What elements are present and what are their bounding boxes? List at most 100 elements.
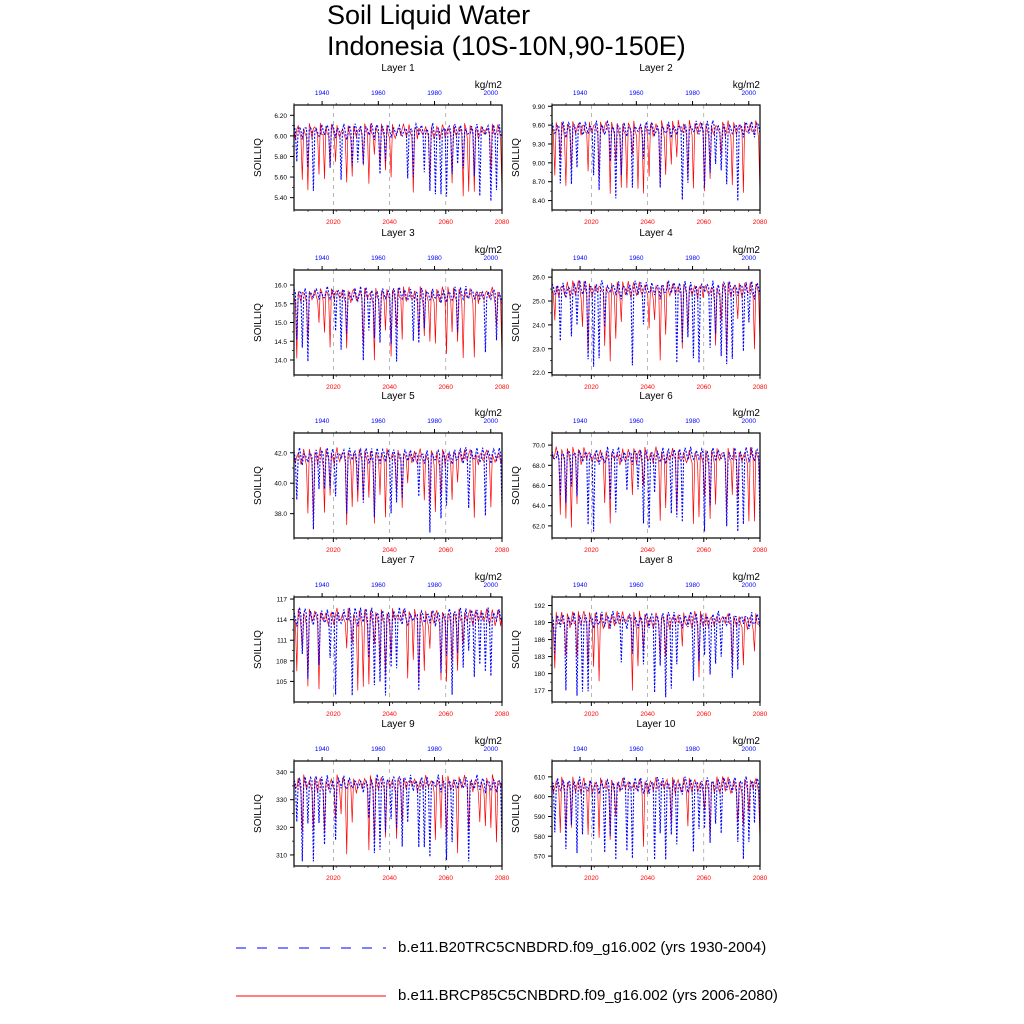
x-bottom-tick-label: 2080 <box>495 875 510 882</box>
x-bottom-tick-label: 2060 <box>439 875 454 882</box>
x-bottom-tick-label: 2040 <box>640 219 655 226</box>
figure-title: Soil Liquid Water Indonesia (10S-10N,90-… <box>327 0 686 62</box>
x-bottom-tick-label: 2080 <box>753 219 768 226</box>
x-bottom-tick-label: 2020 <box>326 219 341 226</box>
y-tick-label: 590 <box>534 814 545 821</box>
x-top-tick-label: 1980 <box>427 255 442 262</box>
plot-frame <box>551 269 761 376</box>
units-label: kg/m2 <box>733 245 761 256</box>
x-top-tick-label: 1980 <box>685 90 700 97</box>
y-tick-label: 610 <box>534 774 545 781</box>
y-tick-label: 320 <box>276 825 287 832</box>
x-bottom-tick-label: 2020 <box>584 219 599 226</box>
y-tick-label: 9.60 <box>532 123 545 130</box>
y-tick-label: 177 <box>534 688 545 695</box>
x-bottom-tick-label: 2080 <box>495 219 510 226</box>
x-bottom-tick-label: 2040 <box>382 547 397 554</box>
panel-title: Layer 6 <box>639 391 673 402</box>
x-bottom-tick-label: 2080 <box>753 875 768 882</box>
y-tick-label: 9.00 <box>532 160 545 167</box>
x-bottom-tick-label: 2060 <box>697 219 712 226</box>
y-axis-label: SOILLIQ <box>511 794 522 833</box>
x-top-tick-label: 1960 <box>371 746 386 753</box>
x-top-tick-label: 1940 <box>315 582 330 589</box>
y-axis-label: SOILLIQ <box>253 794 264 833</box>
plot-frame <box>551 596 761 703</box>
x-top-tick-label: 1940 <box>315 255 330 262</box>
panel-title: Layer 7 <box>381 555 415 566</box>
y-tick-label: 186 <box>534 637 545 644</box>
panel-title: Layer 5 <box>381 391 415 402</box>
x-bottom-tick-label: 2040 <box>640 547 655 554</box>
x-top-tick-label: 1980 <box>685 255 700 262</box>
series-line-future <box>551 776 761 847</box>
x-top-tick-label: 1940 <box>315 746 330 753</box>
y-tick-label: 111 <box>277 638 287 645</box>
panel-title: Layer 3 <box>381 228 415 239</box>
x-bottom-tick-label: 2040 <box>640 711 655 718</box>
y-tick-label: 14.0 <box>274 358 287 365</box>
series-line-historical <box>293 607 503 696</box>
panel-title: Layer 9 <box>381 719 415 730</box>
plot-frame <box>293 432 503 539</box>
series-line-historical <box>293 121 503 202</box>
legend-label-future: b.e11.BRCP85C5CNBDRD.f09_g16.002 (yrs 20… <box>398 987 778 1004</box>
y-tick-label: 66.0 <box>532 483 545 490</box>
x-top-tick-label: 1980 <box>685 746 700 753</box>
x-bottom-tick-label: 2020 <box>584 384 599 391</box>
panel-title: Layer 8 <box>639 555 673 566</box>
y-tick-label: 600 <box>534 794 545 801</box>
panel-title: Layer 10 <box>637 719 676 730</box>
units-label: kg/m2 <box>733 408 761 419</box>
y-tick-label: 15.5 <box>274 301 287 308</box>
series-line-historical <box>551 610 761 698</box>
y-tick-label: 6.00 <box>274 133 287 140</box>
series-line-historical <box>293 286 503 362</box>
y-tick-label: 340 <box>276 770 287 777</box>
y-tick-label: 310 <box>276 852 287 859</box>
units-label: kg/m2 <box>475 572 503 583</box>
x-top-tick-label: 1960 <box>629 255 644 262</box>
chart-panel-layer-4: Layer 4 kg/m2 SOILLIQ 22.0 23.0 24.0 25.0 26.0 2… <box>511 228 768 391</box>
y-axis-label: SOILLIQ <box>511 630 522 669</box>
x-bottom-tick-label: 2020 <box>584 875 599 882</box>
y-tick-label: 5.60 <box>274 175 287 182</box>
x-bottom-tick-label: 2060 <box>697 875 712 882</box>
y-tick-label: 580 <box>534 834 545 841</box>
x-bottom-tick-label: 2020 <box>584 547 599 554</box>
x-top-tick-label: 1960 <box>371 418 386 425</box>
units-label: kg/m2 <box>475 80 503 91</box>
y-tick-label: 5.40 <box>274 195 287 202</box>
y-tick-label: 38.0 <box>274 511 287 518</box>
x-top-tick-label: 2000 <box>484 255 499 262</box>
x-top-tick-label: 1980 <box>427 746 442 753</box>
x-top-tick-label: 2000 <box>742 255 757 262</box>
x-top-tick-label: 1940 <box>315 90 330 97</box>
x-top-tick-label: 1940 <box>573 418 588 425</box>
plot-frame <box>551 432 761 539</box>
x-bottom-tick-label: 2040 <box>382 875 397 882</box>
y-tick-label: 62.0 <box>532 523 545 530</box>
units-label: kg/m2 <box>733 736 761 747</box>
y-axis-label: SOILLIQ <box>253 138 264 177</box>
units-label: kg/m2 <box>475 245 503 256</box>
y-tick-label: 15.0 <box>274 320 287 327</box>
y-tick-label: 180 <box>534 671 545 678</box>
x-bottom-tick-label: 2060 <box>697 384 712 391</box>
y-tick-label: 16.0 <box>274 283 287 290</box>
x-bottom-tick-label: 2020 <box>584 711 599 718</box>
y-tick-label: 42.0 <box>274 450 287 457</box>
y-tick-label: 26.0 <box>532 275 545 282</box>
x-bottom-tick-label: 2080 <box>753 711 768 718</box>
x-bottom-tick-label: 2080 <box>495 547 510 554</box>
chart-panel-layer-8: Layer 8 kg/m2 SOILLIQ 177 180 183 186 189 192 202… <box>511 555 768 718</box>
series-line-historical <box>551 280 761 367</box>
x-bottom-tick-label: 2040 <box>382 711 397 718</box>
series-line-future <box>293 607 503 691</box>
y-tick-label: 117 <box>277 597 288 604</box>
x-top-tick-label: 1960 <box>629 90 644 97</box>
plot-frame <box>293 104 503 211</box>
y-tick-label: 192 <box>534 603 545 610</box>
series-line-future <box>293 447 503 526</box>
x-top-tick-label: 1940 <box>573 90 588 97</box>
